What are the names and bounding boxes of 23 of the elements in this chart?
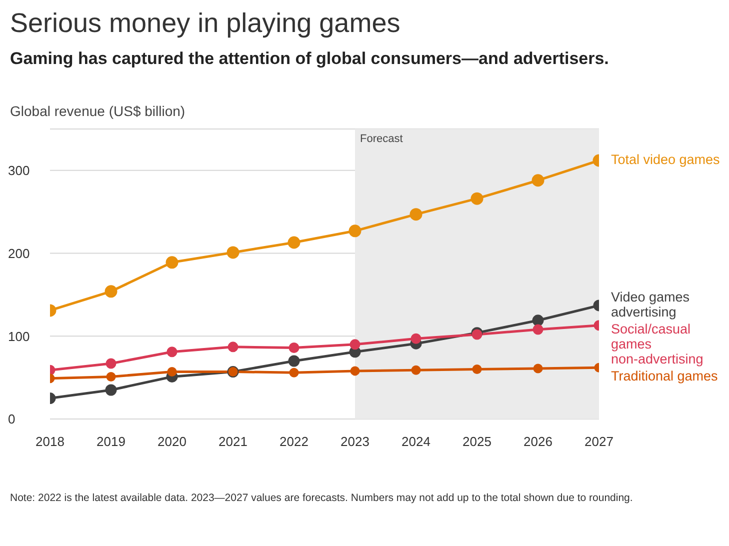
y-tick-label: 200	[8, 246, 30, 261]
x-tick-label: 2020	[158, 434, 186, 450]
series-label: Traditional games	[611, 368, 718, 384]
x-tick-label: 2021	[218, 434, 248, 450]
x-tick-label: 2024	[402, 434, 430, 450]
chart-title: Serious money in playing games	[10, 8, 402, 39]
x-tick-label: 2023	[340, 434, 370, 450]
x-tick-label: 2026	[524, 434, 552, 450]
x-tick-label: 2018	[36, 434, 64, 450]
y-tick-label: 300	[8, 163, 30, 178]
band-label: Forecast	[360, 132, 403, 145]
x-tick-label: 2027	[584, 434, 614, 450]
y-tick-label: 0	[8, 412, 16, 427]
text: Note: 2022 is the latest available data. 2023—2027 values are forecasts. Numbers may not add up to the total shown due to rounding.	[10, 492, 634, 504]
chart-subtitle: Gaming has captured the attention of global consumers—and advertisers.	[10, 49, 610, 69]
x-tick-label: 2019	[96, 434, 126, 450]
series-label: Video games advertising	[611, 290, 690, 320]
series-label: Total video games	[611, 152, 720, 168]
x-tick-label: 2025	[462, 434, 492, 450]
y-axis-title: Global revenue (US$ billion)	[10, 103, 186, 119]
y-tick-label: 100	[8, 328, 30, 344]
x-tick-label: 2022	[280, 434, 308, 450]
series-label: Social/casual games non-advertising	[611, 322, 704, 367]
